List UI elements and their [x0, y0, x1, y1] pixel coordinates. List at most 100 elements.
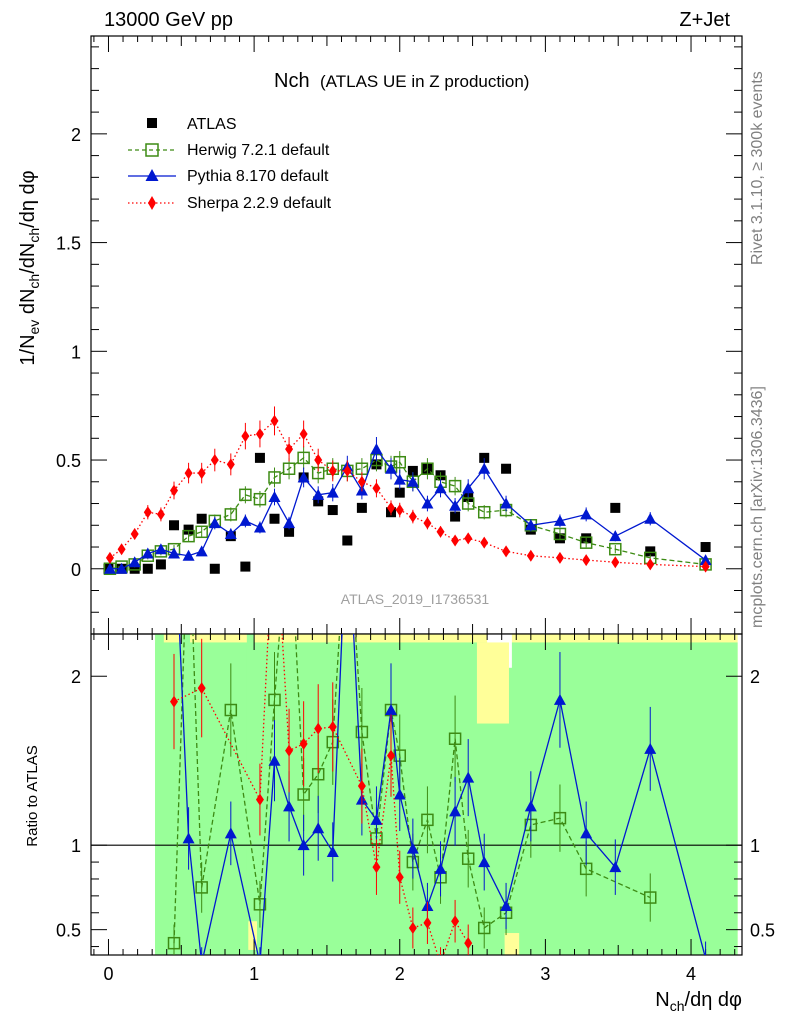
svg-text:Nch/dη dφ: Nch/dη dφ [655, 989, 742, 1014]
ratio-point-sherpa [408, 921, 417, 934]
legend-label-sherpa: Sherpa 2.2.9 default [187, 195, 332, 212]
legend-label-atlas: ATLAS [187, 116, 237, 133]
data-point-herwig [182, 529, 195, 543]
analysis-tag: ATLAS_2019_I1736531 [341, 591, 490, 607]
ratio-point-pythia [393, 788, 406, 800]
data-point-sherpa [502, 545, 511, 558]
data-point-atlas [142, 563, 153, 574]
ratio-point-herwig [355, 725, 369, 739]
data-point-pythia [580, 508, 593, 520]
ratio-point-pythia [312, 822, 325, 834]
ratio-point-pythia [609, 861, 622, 873]
data-point-pythia [154, 543, 167, 555]
data-point-atlas [610, 502, 621, 513]
data-point-sherpa [299, 427, 308, 440]
data-point-sherpa [130, 527, 139, 540]
data-point-sherpa [464, 532, 473, 545]
data-point-pythia [449, 499, 462, 511]
ratio-point-herwig [461, 852, 475, 865]
data-point-atlas [342, 535, 353, 546]
data-point-pythia [128, 556, 141, 568]
data-point-pythia [406, 475, 419, 487]
ratio-point-sherpa [197, 682, 206, 695]
y-tick-label: 1 [71, 342, 81, 362]
data-point-atlas [407, 465, 418, 476]
ratio-point-pythia [297, 839, 310, 851]
data-point-sherpa [143, 506, 152, 519]
data-point-sherpa [372, 482, 381, 495]
ratio-point-herwig [643, 891, 657, 904]
ratio-point-sherpa [255, 793, 264, 806]
uncertainty-band-yellow [476, 642, 509, 724]
data-point-pythia [699, 554, 712, 566]
data-point-herwig [195, 525, 208, 539]
data-point-pythia [168, 547, 181, 559]
ratio-point-herwig [297, 788, 310, 801]
plot-title-sub: (ATLAS UE in Z production) [320, 72, 529, 91]
header-left: 13000 GeV pp [104, 9, 233, 31]
ratio-line-pythia [178, 634, 706, 955]
main-plot-panel: 0 0.5 1 1.5 2 [56, 35, 743, 635]
ratio-point-pythia [644, 742, 657, 754]
data-point-sherpa [387, 501, 396, 514]
data-point-sherpa [285, 443, 294, 456]
data-point-pythia [283, 517, 296, 529]
ratio-line-herwig [173, 634, 651, 944]
data-point-herwig [224, 508, 238, 521]
x-tick-label: 3 [540, 964, 550, 984]
data-point-pythia [141, 547, 154, 559]
data-point-atlas [155, 559, 166, 570]
ratio-point-sherpa [314, 722, 323, 735]
data-point-atlas [327, 505, 338, 516]
legend-label-herwig: Herwig 7.2.1 default [187, 142, 330, 159]
data-point-atlas [394, 487, 405, 498]
ratio-point-herwig [195, 881, 208, 894]
uncertainty-band-yellow [248, 921, 258, 950]
data-point-pythia [553, 514, 566, 526]
x-axis-label: Nch/dη dφ [655, 989, 742, 1014]
data-point-pythia [644, 512, 657, 524]
legend-marker-sherpa [148, 196, 156, 210]
data-point-pythia [385, 462, 398, 474]
data-point-sherpa [436, 525, 445, 538]
ratio-point-pythia [283, 800, 296, 812]
ratio-point-pythia [268, 754, 281, 766]
ratio-point-herwig [477, 921, 491, 935]
main-series [103, 406, 712, 576]
ratio-plot-panel: 0 1 2 3 4 0.5 0.5 1 1 2 2 [56, 633, 775, 984]
series-line-sherpa [109, 419, 706, 568]
x-tick-label: 1 [249, 964, 259, 984]
legend-marker-herwig [145, 143, 159, 157]
data-point-pythia [103, 562, 116, 574]
ratio-point-sherpa [423, 916, 432, 929]
data-point-herwig [461, 497, 475, 510]
data-point-sherpa [156, 508, 165, 521]
legend-label-pythia: Pythia 8.170 default [187, 168, 329, 185]
data-point-sherpa [270, 414, 279, 427]
ratio-point-pythia [449, 805, 462, 817]
y-axis-label-ratio: Ratio to ATLAS [24, 745, 41, 846]
data-point-herwig [393, 455, 407, 469]
y-tick-label-right: 2 [750, 667, 760, 687]
side-label-bottom: mcplots.cern.ch [arXiv:1306.3436] [749, 386, 766, 628]
ratio-point-pythia [500, 900, 513, 912]
uncertainty-band-green [181, 634, 191, 955]
data-point-atlas [183, 524, 194, 535]
data-point-herwig [268, 471, 281, 484]
data-point-sherpa [408, 510, 417, 523]
data-point-pythia [524, 519, 537, 531]
data-point-sherpa [526, 549, 535, 562]
data-point-atlas [254, 452, 265, 463]
data-point-pythia [326, 486, 339, 498]
data-point-pythia [115, 562, 128, 574]
data-point-pythia [195, 545, 208, 557]
data-point-pythia [297, 471, 310, 483]
y-tick-label: 0.5 [56, 921, 81, 941]
ratio-point-pythia [182, 832, 195, 844]
data-point-pythia [239, 514, 252, 526]
data-point-pythia [224, 527, 237, 539]
data-point-sherpa [395, 504, 404, 517]
legend-marker-atlas [147, 118, 157, 128]
ratio-point-pythia [385, 704, 398, 716]
data-point-sherpa [343, 464, 352, 477]
